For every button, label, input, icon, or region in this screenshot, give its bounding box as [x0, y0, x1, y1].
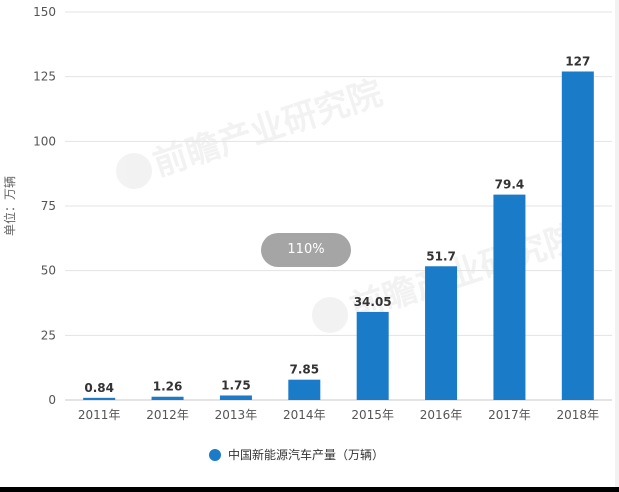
x-tick-label: 2014年: [283, 408, 326, 422]
bar: [151, 396, 184, 400]
x-tick-label: 2011年: [78, 408, 121, 422]
bar: [425, 266, 458, 400]
x-tick-label: 2013年: [215, 408, 258, 422]
bar: [493, 194, 526, 400]
x-tick-label: 2016年: [420, 408, 463, 422]
bar: [561, 71, 594, 400]
y-axis-label: 单位：万辆: [2, 176, 17, 236]
y-axis-ticks: 0 25 50 75 100 125 150: [33, 5, 56, 407]
y-tick-label: 125: [33, 70, 56, 84]
y-tick-label: 100: [33, 134, 56, 148]
y-tick-label: 0: [48, 393, 56, 407]
bar: [356, 311, 389, 400]
legend-marker: [209, 449, 221, 461]
svg-text:前瞻产业研究院: 前瞻产业研究院: [148, 73, 387, 185]
grid-lines: [65, 11, 612, 401]
legend-label: 中国新能源汽车产量（万辆）: [228, 447, 384, 462]
x-axis-ticks: 2011年 2012年 2013年 2014年 2015年 2016年 2017年 2018年: [78, 408, 599, 422]
bottom-edge: [0, 487, 619, 492]
x-tick-label: 2018年: [557, 408, 600, 422]
bar: [288, 379, 321, 400]
bars: [83, 71, 594, 400]
data-label: 0.84: [84, 381, 114, 395]
data-label: 127: [565, 54, 590, 68]
data-label: 51.7: [426, 249, 456, 263]
right-edge: [615, 0, 619, 492]
zoom-level-indicator: 110%: [261, 233, 351, 267]
x-tick-label: 2012年: [146, 408, 189, 422]
data-label: 7.85: [290, 363, 320, 377]
svg-text:前瞻产业研究院: 前瞻产业研究院: [345, 217, 584, 329]
x-tick-label: 2015年: [351, 408, 394, 422]
y-tick-label: 75: [41, 199, 56, 213]
data-label: 1.26: [153, 380, 183, 394]
data-labels: 0.84 1.26 1.75 7.85 34.05 51.7 79.4 127: [84, 54, 590, 394]
data-label: 34.05: [354, 295, 392, 309]
y-tick-label: 150: [33, 5, 56, 19]
bar: [83, 397, 116, 400]
data-label: 79.4: [495, 178, 525, 192]
x-tick-label: 2017年: [488, 408, 531, 422]
y-tick-label: 25: [41, 328, 56, 342]
y-tick-label: 50: [41, 264, 56, 278]
data-label: 1.75: [221, 378, 251, 392]
bar: [219, 395, 252, 400]
legend: 中国新能源汽车产量（万辆）: [209, 447, 384, 462]
